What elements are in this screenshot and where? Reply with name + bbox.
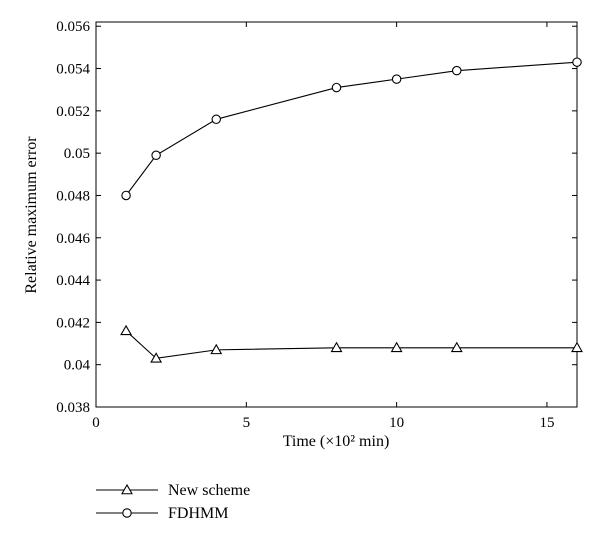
series-new-scheme bbox=[120, 324, 583, 363]
y-tick-label: 0.04 bbox=[64, 358, 91, 374]
data-point bbox=[121, 190, 131, 201]
legend-label: New scheme bbox=[168, 482, 250, 499]
y-tick-label: 0.056 bbox=[56, 19, 90, 35]
y-tick-label: 0.044 bbox=[56, 273, 90, 289]
y-tick-label: 0.042 bbox=[56, 315, 90, 331]
x-tick-label: 10 bbox=[389, 415, 404, 431]
series-line bbox=[125, 330, 577, 359]
data-point bbox=[210, 343, 223, 355]
y-tick-label: 0.054 bbox=[56, 62, 90, 78]
x-tick-label: 15 bbox=[539, 415, 554, 431]
data-point bbox=[572, 57, 582, 67]
data-point bbox=[390, 341, 403, 353]
triangle-marker-icon bbox=[121, 483, 133, 495]
data-point bbox=[151, 150, 161, 161]
y-tick-label: 0.038 bbox=[56, 400, 90, 416]
legend-item: New scheme bbox=[96, 482, 250, 499]
legend: New scheme FDHMM bbox=[96, 482, 250, 522]
data-point bbox=[451, 65, 462, 76]
y-tick-label: 0.05 bbox=[64, 146, 90, 162]
y-tick-label: 0.048 bbox=[56, 188, 90, 204]
y-axis-label: Relative maximum error bbox=[23, 136, 40, 294]
circle-marker-icon bbox=[122, 508, 132, 518]
x-axis: 0 5 10 15 bbox=[92, 22, 554, 431]
x-axis-label: Time (×10² min) bbox=[283, 433, 390, 450]
y-tick-label: 0.046 bbox=[56, 231, 90, 247]
data-point bbox=[330, 341, 343, 353]
data-point bbox=[571, 341, 583, 353]
y-axis: 0.038 0.04 0.042 0.044 0.046 0.048 0.05 0.052 0.… bbox=[56, 19, 577, 416]
x-tick-label: 5 bbox=[243, 415, 251, 431]
legend-item: FDHMM bbox=[96, 505, 228, 522]
data-point bbox=[150, 352, 163, 363]
series-line bbox=[125, 61, 578, 196]
series-fdhmm bbox=[121, 57, 582, 201]
data-point bbox=[211, 114, 222, 125]
data-point bbox=[120, 324, 133, 336]
data-point bbox=[391, 74, 402, 84]
x-tick-label: 0 bbox=[92, 415, 100, 431]
plot-frame bbox=[95, 21, 578, 408]
y-tick-label: 0.052 bbox=[56, 104, 90, 120]
data-point bbox=[450, 341, 463, 353]
legend-label: FDHMM bbox=[168, 505, 228, 522]
data-point bbox=[331, 82, 342, 93]
series-layer bbox=[120, 57, 583, 363]
